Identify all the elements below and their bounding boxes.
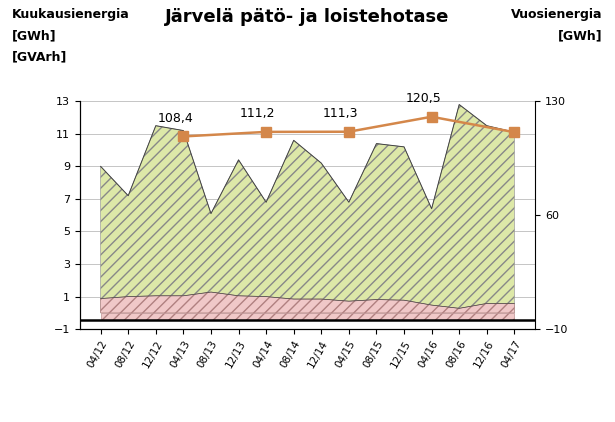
Text: 111,2: 111,2 [240,108,276,121]
Text: [GWh]: [GWh] [558,30,603,43]
Text: 120,5: 120,5 [405,92,441,106]
Text: 111,3: 111,3 [323,107,359,120]
Text: Järvelä pätö- ja loistehotase: Järvelä pätö- ja loistehotase [165,8,450,27]
Text: 108,4: 108,4 [157,112,193,125]
Text: [GWh]: [GWh] [12,30,57,43]
Text: Kuukausienergia: Kuukausienergia [12,8,130,22]
Text: Vuosienergia: Vuosienergia [511,8,603,22]
Text: [GVArh]: [GVArh] [12,51,68,64]
